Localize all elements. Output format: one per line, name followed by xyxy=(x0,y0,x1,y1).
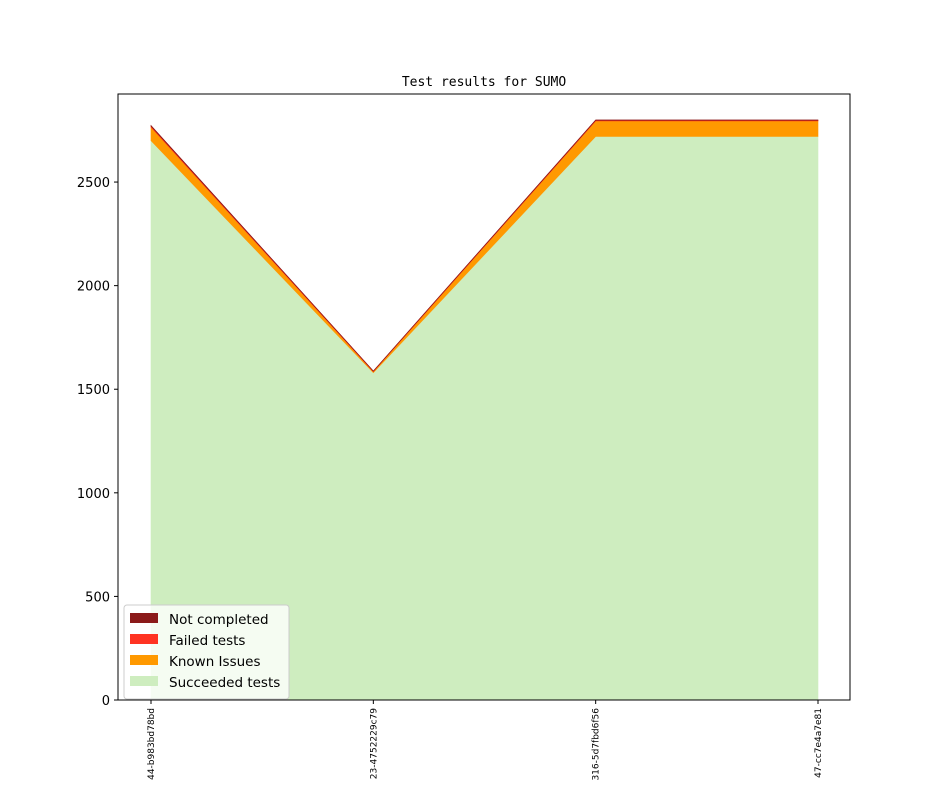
legend-swatch-known-issues xyxy=(130,655,158,665)
y-tick-label: 2500 xyxy=(77,176,110,191)
y-tick-label: 500 xyxy=(85,590,110,605)
legend-label-not-completed: Not completed xyxy=(169,612,269,628)
y-tick-label: 1500 xyxy=(77,383,110,398)
legend-label-failed-tests: Failed tests xyxy=(169,633,245,649)
x-tick-label: 316-5d7fbd6f56 xyxy=(592,708,602,781)
x-tick-label: 23-4752229c79 xyxy=(369,708,379,779)
chart-title: Test results for SUMO xyxy=(402,75,567,90)
area-not-completed xyxy=(150,119,819,372)
x-tick-label: 47-cc7e4a7e81 xyxy=(814,708,824,778)
x-tick-label: 44-b983bd78bd xyxy=(147,708,157,780)
y-tick-label: 0 xyxy=(102,694,110,709)
y-tick-label: 2000 xyxy=(77,280,110,295)
y-tick-label: 1000 xyxy=(77,487,110,502)
legend: Not completed Failed tests Known Issues Suc… xyxy=(123,604,290,700)
y-axis: 0 500 1000 1500 2000 2500 xyxy=(77,176,118,709)
x-axis: 44-b983bd78bd 23-4752229c79 316-5d7fbd6f56… xyxy=(147,700,824,781)
legend-label-succeeded-tests: Succeeded tests xyxy=(169,675,280,691)
legend-swatch-failed-tests xyxy=(130,634,158,644)
legend-label-known-issues: Known Issues xyxy=(169,654,261,670)
legend-box xyxy=(123,604,290,700)
plot-frame xyxy=(117,93,851,701)
legend-swatch-succeeded-tests xyxy=(130,676,158,686)
legend-swatch-not-completed xyxy=(130,613,158,623)
